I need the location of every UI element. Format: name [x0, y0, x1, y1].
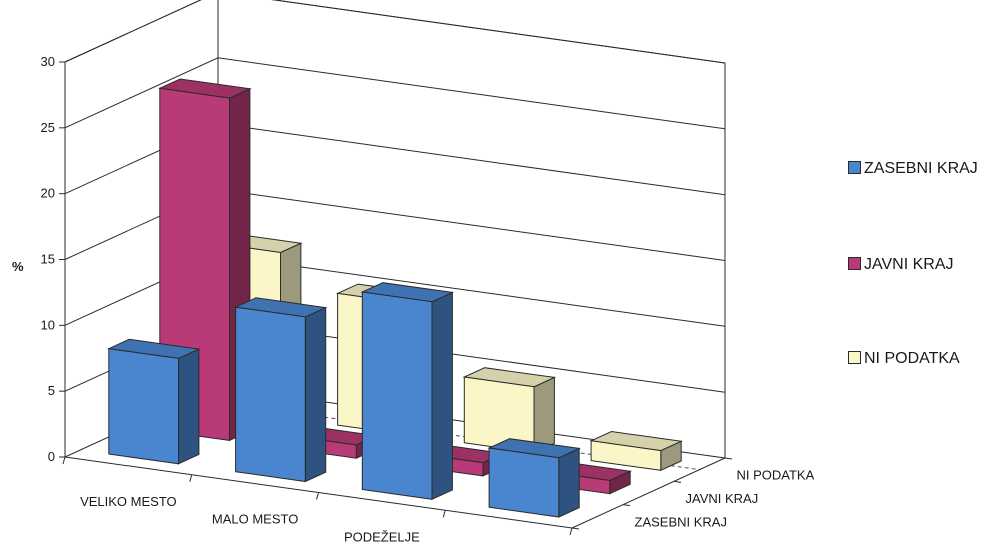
legend-label: NI PODATKA — [864, 350, 960, 367]
x-tick-label: NI PODATKA — [470, 547, 548, 549]
bar-side — [304, 306, 327, 483]
series-tick — [724, 457, 733, 460]
bar-front — [235, 306, 306, 483]
gridline — [64, 57, 726, 130]
y-tick-label: 15 — [41, 252, 55, 267]
x-tick-label: VELIKO MESTO — [80, 494, 177, 509]
y-axis-label: % — [12, 259, 24, 274]
x-tick — [442, 510, 446, 518]
bar-front — [590, 440, 662, 471]
bar — [158, 78, 252, 442]
series-tick — [622, 504, 631, 507]
bar — [462, 367, 557, 454]
legend-swatch — [848, 161, 861, 174]
legend-item-ni-podatka: NI PODATKA — [848, 350, 960, 368]
x-tick — [569, 527, 573, 536]
y-tick-label: 30 — [41, 54, 55, 69]
y-tick-label: 25 — [41, 120, 55, 135]
chart-bars — [107, 78, 683, 518]
y-tick-label: 0 — [48, 449, 55, 464]
legend-label: ZASEBNI KRAJ — [864, 160, 978, 177]
y-tick-label: 10 — [41, 317, 55, 332]
y-tick-label: 20 — [41, 186, 55, 201]
x-tick — [62, 456, 66, 465]
series-tick — [571, 527, 580, 530]
y-tick-label: 5 — [48, 383, 55, 398]
x-tick-label: MALO MESTO — [212, 512, 298, 527]
bar-front — [361, 291, 433, 500]
series-tick — [673, 480, 682, 483]
bar-side — [558, 447, 580, 518]
x-tick — [189, 474, 193, 482]
bar-side — [178, 348, 200, 465]
legend-label: JAVNI KRAJ — [864, 256, 954, 273]
legend-item-zasebni-kraj: ZASEBNI KRAJ — [848, 160, 978, 178]
chart-axes — [59, 61, 733, 536]
x-tick — [316, 492, 319, 500]
bar — [360, 282, 455, 501]
chart-labels: 0 5 10 15 20 25 30% VELIKO MESTO MALO MESTO PODEŽ… — [12, 54, 815, 549]
bar — [107, 338, 201, 465]
x-tick-label: PODEŽELJE — [344, 529, 420, 544]
gridline — [64, 0, 726, 64]
bar-side — [431, 291, 453, 501]
bar-front — [108, 348, 179, 465]
legend-swatch — [848, 257, 861, 270]
bar — [233, 297, 328, 483]
series-tick-label: JAVNI KRAJ — [686, 491, 759, 506]
legend-item-javni-kraj: JAVNI KRAJ — [848, 256, 954, 274]
legend-swatch — [848, 351, 861, 364]
series-tick-label: NI PODATKA — [737, 468, 815, 483]
series-axis — [571, 457, 726, 529]
bar — [487, 438, 581, 518]
series-tick-label: ZASEBNI KRAJ — [635, 514, 727, 529]
bar-side — [533, 376, 555, 454]
bar — [589, 430, 683, 472]
bar-front — [488, 447, 560, 518]
